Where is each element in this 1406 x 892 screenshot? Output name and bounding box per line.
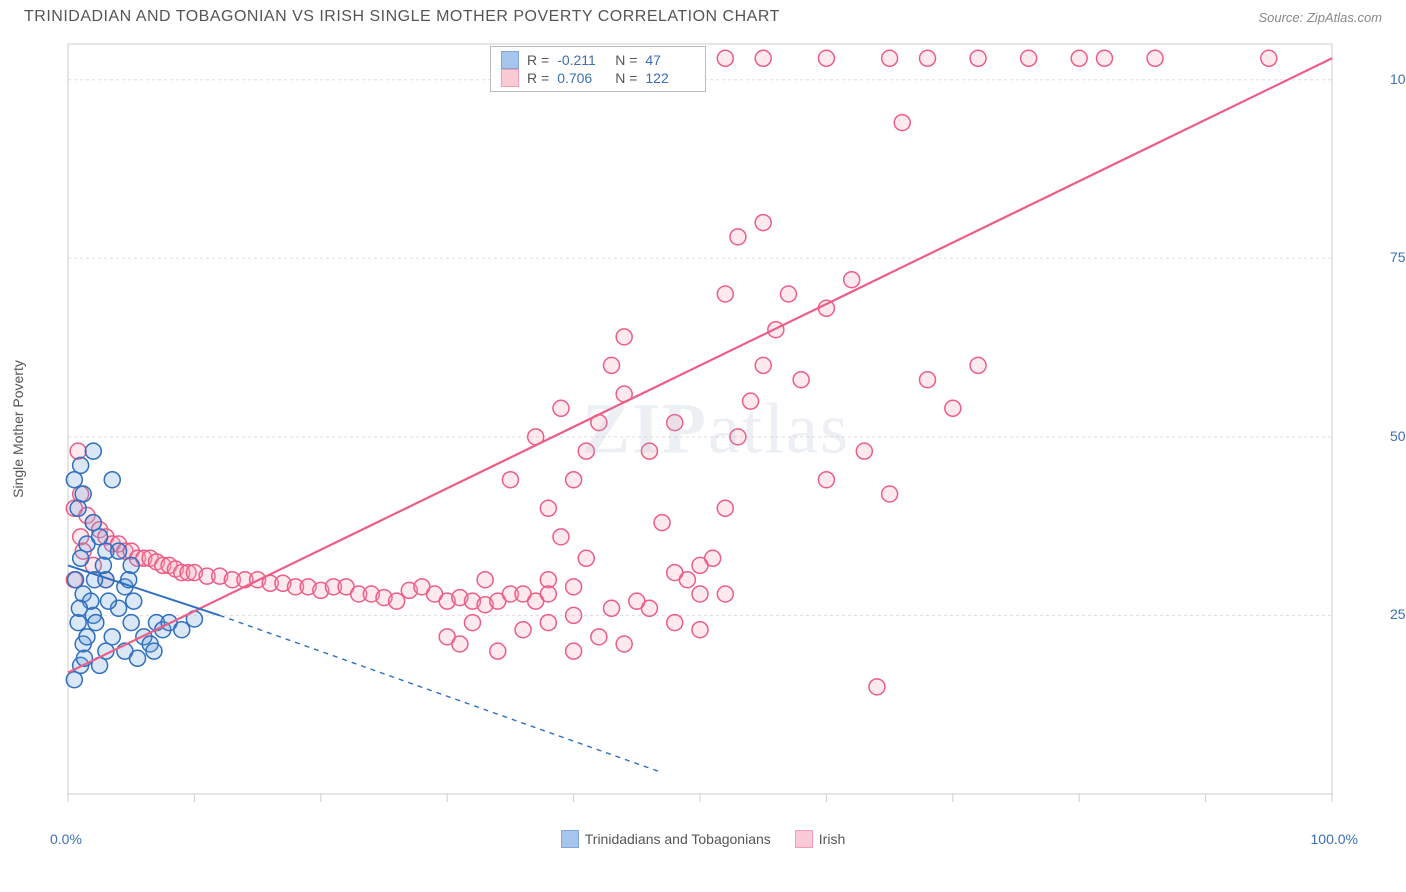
x-axis-max-label: 100.0% bbox=[1311, 831, 1358, 847]
legend-swatch-blue bbox=[561, 830, 579, 848]
stats-legend-box: R = -0.211 N = 47 R = 0.706 N = 122 bbox=[490, 46, 706, 92]
legend-item-pink: Irish bbox=[795, 830, 845, 848]
legend-label-pink: Irish bbox=[819, 831, 845, 847]
legend-swatch-pink bbox=[795, 830, 813, 848]
legend-label-blue: Trinidadians and Tobagonians bbox=[585, 831, 771, 847]
bottom-legend: 0.0% Trinidadians and Tobagonians Irish … bbox=[0, 830, 1406, 848]
stat-n-blue: 47 bbox=[645, 52, 695, 68]
scatter-chart bbox=[50, 34, 1350, 824]
legend-item-blue: Trinidadians and Tobagonians bbox=[561, 830, 771, 848]
header: TRINIDADIAN AND TOBAGONIAN VS IRISH SING… bbox=[0, 0, 1406, 30]
y-tick-label: 100.0% bbox=[1390, 71, 1406, 87]
swatch-blue bbox=[501, 51, 519, 69]
swatch-pink bbox=[501, 69, 519, 87]
stat-r-label: R = bbox=[527, 52, 549, 68]
stats-row-blue: R = -0.211 N = 47 bbox=[501, 51, 695, 69]
y-tick-label: 25.0% bbox=[1390, 606, 1406, 622]
chart-container: Single Mother Poverty ZIPatlas R = -0.21… bbox=[50, 34, 1382, 824]
y-tick-label: 50.0% bbox=[1390, 428, 1406, 444]
chart-title: TRINIDADIAN AND TOBAGONIAN VS IRISH SING… bbox=[24, 8, 780, 26]
stat-n-pink: 122 bbox=[645, 70, 695, 86]
stat-r-blue: -0.211 bbox=[557, 52, 607, 68]
source-label: Source: ZipAtlas.com bbox=[1258, 10, 1382, 25]
x-axis-min-label: 0.0% bbox=[50, 831, 82, 847]
stats-row-pink: R = 0.706 N = 122 bbox=[501, 69, 695, 87]
y-axis-label: Single Mother Poverty bbox=[10, 360, 26, 498]
stat-r-label: R = bbox=[527, 70, 549, 86]
stat-n-label: N = bbox=[615, 52, 637, 68]
y-tick-label: 75.0% bbox=[1390, 249, 1406, 265]
stat-r-pink: 0.706 bbox=[557, 70, 607, 86]
stat-n-label: N = bbox=[615, 70, 637, 86]
